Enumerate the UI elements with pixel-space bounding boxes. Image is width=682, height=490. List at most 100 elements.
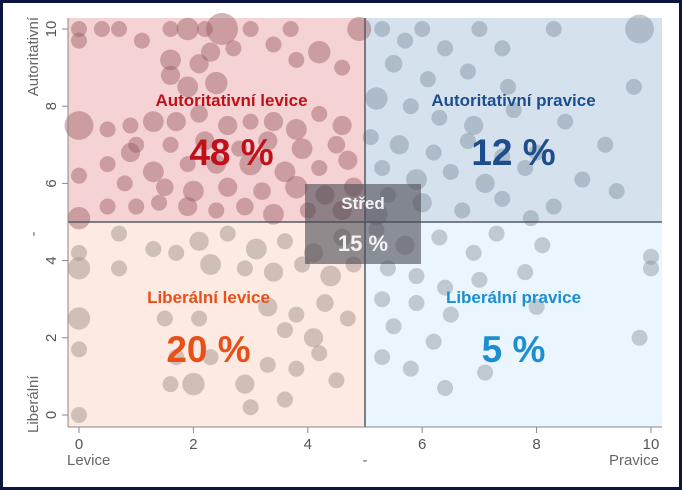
data-point	[488, 225, 505, 242]
data-point	[625, 78, 642, 95]
x-label-left: Levice	[67, 452, 110, 469]
data-point	[320, 265, 342, 287]
data-point	[99, 198, 116, 215]
data-point	[643, 248, 659, 265]
data-point	[316, 294, 334, 312]
data-point	[338, 150, 358, 170]
data-point	[205, 71, 228, 95]
data-point	[625, 14, 654, 44]
data-point	[597, 136, 614, 153]
data-point	[166, 112, 186, 132]
data-point	[459, 132, 476, 149]
quadrant-title-liberal-right: Liberální pravice	[446, 288, 581, 307]
data-point	[258, 131, 278, 151]
data-point	[67, 257, 91, 280]
data-point	[545, 198, 562, 215]
data-point	[374, 159, 391, 176]
data-point	[308, 40, 331, 64]
data-point	[111, 21, 128, 37]
data-point	[71, 21, 87, 37]
data-point	[236, 197, 254, 216]
data-point	[218, 115, 238, 136]
center-percent: 15 %	[338, 231, 388, 256]
data-point	[200, 254, 221, 275]
data-point	[263, 262, 284, 282]
data-point	[477, 364, 494, 381]
data-point	[397, 32, 414, 49]
data-point	[259, 356, 276, 373]
y-tick-label: 0	[43, 411, 60, 419]
data-point	[190, 105, 208, 123]
data-point	[168, 349, 185, 366]
data-point	[151, 194, 168, 211]
data-point	[195, 131, 215, 151]
data-point	[402, 360, 419, 377]
data-point	[196, 21, 213, 37]
data-point	[431, 229, 448, 246]
data-point	[265, 36, 282, 53]
data-point	[517, 264, 534, 281]
data-point	[67, 307, 91, 330]
data-point	[253, 182, 271, 200]
data-point	[442, 163, 459, 180]
data-point	[291, 138, 313, 160]
data-point	[276, 391, 293, 408]
data-point	[128, 136, 145, 153]
quadrant-percent-liberal-left: 20 %	[166, 329, 250, 370]
data-point	[276, 233, 293, 250]
data-point	[505, 102, 522, 119]
data-point	[142, 161, 164, 183]
data-point	[258, 297, 278, 317]
quadrant-percent-liberal-right: 5 %	[482, 329, 546, 370]
data-point	[225, 40, 242, 57]
data-point	[182, 372, 205, 396]
x-tick-label: 8	[532, 436, 540, 453]
x-label-right: Pravice	[609, 452, 659, 469]
data-point	[534, 237, 551, 254]
data-point	[156, 178, 174, 197]
data-point	[545, 21, 562, 37]
data-point	[71, 244, 87, 261]
data-point	[643, 260, 659, 277]
y-label-top: Autoritativní	[25, 16, 42, 96]
data-point	[311, 345, 328, 362]
quadrant-percent-authoritarian-right: 12 %	[471, 132, 555, 173]
data-point	[389, 135, 409, 155]
data-point	[218, 177, 238, 197]
data-point	[236, 260, 253, 277]
quadrant-title-liberal-left: Liberální levice	[147, 288, 270, 307]
data-point	[156, 310, 173, 327]
y-tick-label: 6	[43, 179, 60, 187]
data-point	[471, 21, 488, 37]
data-point	[145, 241, 162, 258]
data-point	[334, 59, 351, 76]
data-point	[459, 63, 476, 80]
data-point	[517, 159, 534, 176]
data-point	[285, 176, 308, 199]
data-point	[288, 51, 305, 68]
data-point	[385, 318, 402, 335]
data-point	[116, 175, 133, 192]
data-point	[465, 244, 482, 261]
chart-frame: 0 2 4 6 8 10 0 2 4 6 8 10 Levice - Pravice Liberální - Au…	[3, 3, 679, 487]
data-point	[111, 225, 128, 242]
data-point	[162, 136, 179, 153]
data-point	[374, 349, 391, 366]
data-point	[202, 349, 219, 366]
data-point	[122, 117, 139, 134]
x-tick-label: 0	[75, 436, 83, 453]
center-title: Střed	[341, 194, 384, 213]
quadrant-percent-authoritarian-left: 48 %	[189, 132, 273, 173]
data-point	[177, 76, 199, 98]
data-point	[263, 203, 284, 225]
data-point	[128, 198, 145, 215]
data-point	[419, 71, 436, 88]
data-point	[178, 196, 198, 217]
data-point	[99, 121, 116, 138]
center-box	[305, 184, 421, 264]
data-point	[494, 40, 511, 57]
data-point	[437, 379, 454, 396]
data-point	[425, 144, 442, 161]
data-point	[379, 260, 396, 277]
data-point	[235, 374, 255, 394]
